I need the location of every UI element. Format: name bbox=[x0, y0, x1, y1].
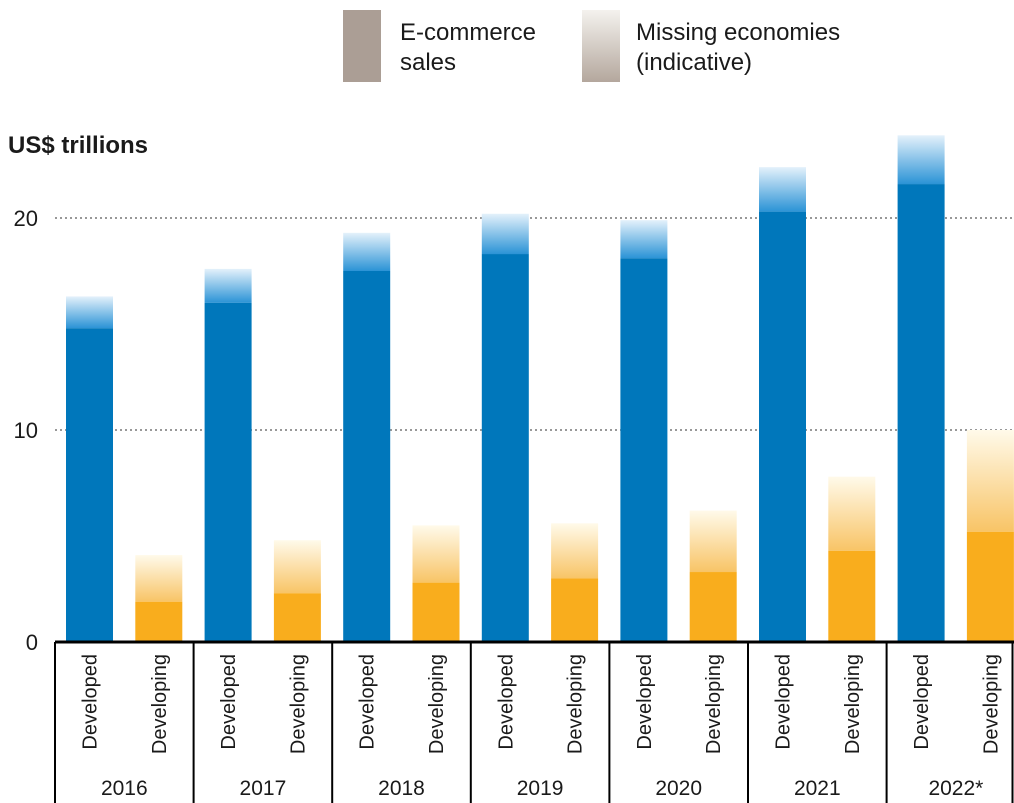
bar-sales-developing-2021 bbox=[828, 550, 876, 642]
x-year-label: 2018 bbox=[378, 777, 425, 800]
legend-swatch-missing bbox=[582, 10, 620, 82]
bar-missing-developing-2021 bbox=[828, 476, 876, 551]
x-category-label: Developed bbox=[80, 654, 102, 750]
bar-sales-developed-2017 bbox=[204, 302, 252, 642]
bar-missing-developing-2019 bbox=[551, 523, 599, 579]
bar-missing-developing-2018 bbox=[412, 525, 460, 583]
bar-sales-developing-2022 bbox=[966, 531, 1014, 642]
bar-missing-developed-2020 bbox=[620, 220, 668, 259]
bar-missing-developed-2021 bbox=[759, 167, 806, 212]
bar-sales-developed-2022 bbox=[897, 184, 945, 642]
x-category-label: Developing bbox=[287, 654, 309, 754]
legend-label-missing-1: Missing economies bbox=[636, 19, 840, 46]
legend-label-missing-2: (indicative) bbox=[636, 49, 752, 76]
x-category-label: Developing bbox=[565, 654, 587, 754]
legend: E-commerce sales Missing economies (indi… bbox=[343, 10, 840, 82]
bar-missing-developed-2022 bbox=[897, 135, 945, 185]
x-axis: Developed Developing 2016 Developed Developi… bbox=[54, 640, 1014, 803]
bar-missing-developing-2022 bbox=[966, 430, 1014, 532]
legend-label-sales-2: sales bbox=[400, 49, 456, 76]
x-year-label: 2020 bbox=[655, 777, 702, 800]
x-year-label: 2019 bbox=[517, 777, 564, 800]
bar-sales-developing-2017 bbox=[273, 593, 321, 642]
x-category-label: Developing bbox=[426, 654, 448, 754]
bar-missing-developed-2018 bbox=[343, 232, 391, 271]
x-category-label: Developed bbox=[495, 654, 517, 750]
x-category-label: Developed bbox=[357, 654, 379, 750]
y-tick-labels: 0 10 20 bbox=[14, 206, 38, 655]
bar-missing-developed-2019 bbox=[481, 213, 529, 255]
bar-sales-developing-2018 bbox=[412, 582, 460, 642]
bar-sales-developed-2016 bbox=[66, 328, 113, 642]
x-category-label: Developed bbox=[218, 654, 240, 750]
bar-sales-developed-2021 bbox=[759, 211, 806, 642]
bar-missing-developed-2016 bbox=[66, 296, 113, 329]
x-year-label: 2022* bbox=[928, 777, 983, 800]
bar-sales-developing-2020 bbox=[689, 572, 737, 642]
x-year-label: 2021 bbox=[794, 777, 841, 800]
bar-sales-developed-2020 bbox=[620, 258, 668, 642]
gridlines bbox=[55, 217, 1012, 431]
bars bbox=[66, 135, 1014, 643]
x-category-label: Developing bbox=[842, 654, 864, 754]
bar-missing-developing-2017 bbox=[273, 540, 321, 594]
bar-sales-developing-2019 bbox=[551, 578, 599, 642]
x-category-label: Developed bbox=[634, 654, 656, 750]
x-category-label: Developed bbox=[911, 654, 933, 750]
y-tick-label: 10 bbox=[14, 418, 38, 443]
legend-swatch-sales bbox=[343, 10, 381, 82]
bar-sales-developing-2016 bbox=[135, 601, 183, 642]
bar-sales-developed-2018 bbox=[343, 271, 391, 642]
bar-missing-developed-2017 bbox=[204, 268, 252, 303]
bar-missing-developing-2020 bbox=[689, 510, 737, 573]
y-tick-label: 20 bbox=[14, 206, 38, 231]
x-category-label: Developed bbox=[773, 654, 795, 750]
legend-label-sales-1: E-commerce bbox=[400, 19, 536, 46]
bar-missing-developing-2016 bbox=[135, 555, 183, 602]
x-category-label: Developing bbox=[149, 654, 171, 754]
y-axis-title: US$ trillions bbox=[8, 132, 148, 159]
x-year-label: 2017 bbox=[240, 777, 287, 800]
x-year-label: 2016 bbox=[101, 777, 148, 800]
x-category-label: Developing bbox=[703, 654, 725, 754]
y-tick-label: 0 bbox=[26, 630, 38, 655]
bar-sales-developed-2019 bbox=[481, 254, 529, 643]
x-category-label: Developing bbox=[980, 654, 1002, 754]
